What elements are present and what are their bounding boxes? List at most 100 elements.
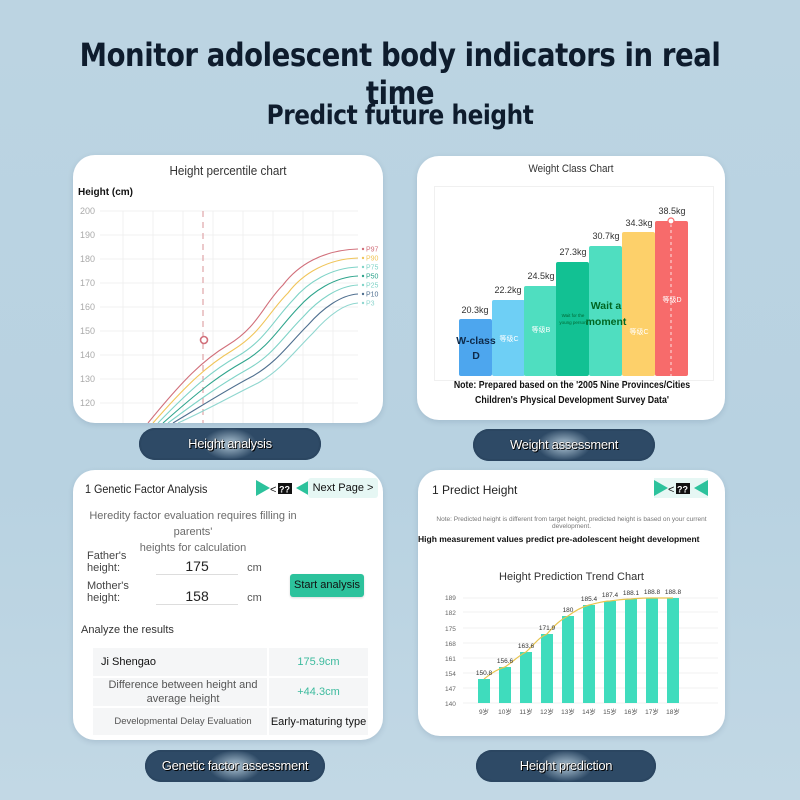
svg-text:130: 130 [80, 374, 95, 384]
mother-height-row: Mother's height: cm [87, 580, 262, 605]
svg-text:175: 175 [445, 626, 456, 633]
predict-subtitle: High measurement values predict pre-adol… [418, 534, 700, 544]
genetic-card-title: 1 Genetic Factor Analysis [85, 482, 208, 496]
svg-text:<: < [270, 484, 276, 496]
svg-text:20.3kg: 20.3kg [461, 305, 488, 315]
svg-text:P75: P75 [366, 265, 379, 272]
predict-card-title: 1 Predict Height [432, 483, 518, 497]
genetic-factor-card: 1 Genetic Factor Analysis < ?? Next Page… [73, 470, 383, 740]
svg-text:156.6: 156.6 [497, 658, 514, 665]
weight-chart-note: Note: Prepared based on the '2005 Nine P… [453, 380, 691, 406]
sub-headline: Predict future height [266, 100, 534, 131]
svg-text:182: 182 [445, 610, 456, 617]
svg-text:P10: P10 [366, 292, 379, 299]
svg-text:190: 190 [80, 230, 95, 240]
svg-text:147: 147 [445, 686, 456, 693]
trend-chart-title: Height Prediction Trend Chart [499, 571, 644, 583]
svg-text:150.8: 150.8 [476, 670, 493, 677]
table-row: Ji Shengao 175.9cm [93, 648, 368, 678]
father-height-label: Father's height: [87, 550, 127, 574]
svg-text:等级C: 等级C [499, 334, 518, 343]
svg-text:24.5kg: 24.5kg [527, 271, 554, 281]
table-row: Developmental Delay Evaluation Early-mat… [93, 707, 368, 737]
father-height-unit: cm [247, 562, 262, 574]
svg-text:160: 160 [80, 302, 95, 312]
svg-text:<: < [668, 484, 674, 496]
prev-page-button[interactable]: < ?? [256, 478, 310, 498]
svg-text:168: 168 [445, 641, 456, 648]
svg-text:Wait a: Wait a [591, 300, 622, 312]
svg-text:15岁: 15岁 [603, 707, 617, 716]
father-height-row: Father's height: cm [87, 550, 262, 575]
svg-text:154: 154 [445, 671, 456, 678]
svg-text:moment: moment [586, 316, 627, 328]
svg-text:170: 170 [80, 278, 95, 288]
svg-text:34.3kg: 34.3kg [625, 218, 652, 228]
svg-text:187.4: 187.4 [602, 592, 619, 599]
height-y-ticks: 200 190 180 170 160 150 140 130 120 [80, 206, 95, 408]
svg-text:140: 140 [445, 701, 456, 708]
svg-text:18岁: 18岁 [666, 707, 680, 716]
svg-text:17岁: 17岁 [645, 707, 659, 716]
svg-text:188.8: 188.8 [644, 589, 661, 596]
svg-text:12岁: 12岁 [540, 707, 554, 716]
svg-text:161: 161 [445, 656, 456, 663]
weight-class-card: Weight Class Chart 20.3kg 22.2kg 24.5kg 27… [417, 156, 725, 420]
svg-text:30.7kg: 30.7kg [592, 231, 619, 241]
mother-height-unit: cm [247, 592, 262, 604]
height-analysis-button[interactable]: Height analysis [139, 428, 321, 460]
chevron-left-icon: ?? [677, 485, 688, 495]
mother-height-label: Mother's height: [87, 580, 129, 604]
svg-text:10岁: 10岁 [498, 707, 512, 716]
svg-text:等级D: 等级D [662, 295, 681, 304]
svg-text:188.1: 188.1 [623, 590, 640, 597]
svg-text:young person: young person [559, 320, 587, 325]
svg-text:11岁: 11岁 [519, 707, 532, 716]
svg-text:163.6: 163.6 [518, 643, 535, 650]
svg-text:9岁: 9岁 [479, 707, 489, 716]
svg-text:22.2kg: 22.2kg [494, 285, 521, 295]
prev-page-button[interactable]: < ?? [654, 478, 708, 498]
svg-text:27.3kg: 27.3kg [559, 247, 586, 257]
father-height-input[interactable] [156, 558, 239, 575]
genetic-factor-assessment-button[interactable]: Genetic factor assessment [145, 750, 325, 782]
chevron-left-icon: ?? [279, 485, 290, 495]
table-row: Difference between height and average he… [93, 677, 368, 708]
svg-text:38.5kg: 38.5kg [658, 206, 685, 216]
svg-text:P3: P3 [366, 301, 375, 308]
svg-text:180: 180 [80, 254, 95, 264]
mother-height-input[interactable] [156, 588, 239, 605]
svg-text:13岁: 13岁 [561, 707, 575, 716]
svg-text:P50: P50 [366, 274, 379, 281]
svg-text:P90: P90 [366, 256, 379, 263]
current-height-marker [199, 335, 209, 345]
svg-text:189: 189 [445, 595, 456, 602]
svg-text:P97: P97 [366, 247, 379, 254]
svg-text:14岁: 14岁 [582, 707, 596, 716]
svg-text:150: 150 [80, 326, 95, 336]
svg-text:16岁: 16岁 [624, 707, 638, 716]
svg-text:180: 180 [563, 607, 574, 614]
height-prediction-button[interactable]: Height prediction [476, 750, 656, 782]
results-table: Ji Shengao 175.9cm Difference between he… [93, 648, 368, 737]
genetic-description: Heredity factor evaluation requires fill… [89, 510, 297, 554]
weight-chart-title: Weight Class Chart [528, 163, 614, 175]
svg-text:Wait for the: Wait for the [562, 313, 585, 318]
svg-text:200: 200 [80, 206, 95, 216]
svg-text:等级B: 等级B [532, 325, 551, 334]
results-heading: Analyze the results [81, 624, 174, 636]
svg-text:P25: P25 [366, 283, 379, 290]
weight-bar-chart: 20.3kg 22.2kg 24.5kg 27.3kg 30.7kg 34.3kg 3… [456, 194, 688, 376]
svg-text:W-class: W-class [456, 335, 496, 347]
svg-text:140: 140 [80, 350, 95, 360]
height-percentile-plot: 200 190 180 170 160 150 140 130 120 P97 P90 P7… [80, 206, 379, 423]
start-analysis-button[interactable]: Start analysis [290, 574, 364, 597]
next-page-button[interactable]: Next Page > [308, 478, 378, 498]
weight-assessment-button[interactable]: Weight assessment [473, 429, 655, 461]
svg-text:188.8: 188.8 [665, 589, 682, 596]
svg-text:185.4: 185.4 [581, 596, 598, 603]
svg-text:171.9: 171.9 [539, 625, 556, 632]
predict-height-card: 1 Predict Height < ?? Note: Predicted he… [418, 470, 725, 736]
height-percentile-card: Height percentile chart Height (cm) 200 1… [73, 155, 383, 423]
svg-text:120: 120 [80, 398, 95, 408]
